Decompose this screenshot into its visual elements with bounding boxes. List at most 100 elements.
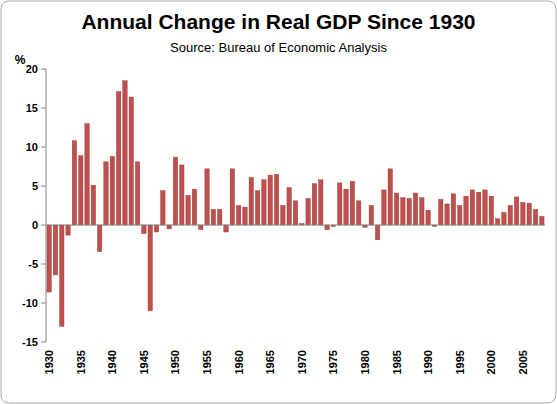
bar (319, 180, 323, 225)
bar (514, 197, 518, 225)
bar (224, 225, 228, 232)
x-tick-label: 1995 (454, 350, 466, 374)
y-tick (41, 186, 46, 187)
y-tick (41, 342, 46, 343)
bar (135, 162, 139, 225)
bar (243, 207, 247, 225)
bar (148, 225, 152, 311)
x-tick-label: 1945 (138, 350, 150, 374)
x-tick-label: 1965 (264, 350, 276, 374)
bar (369, 206, 373, 226)
bar (312, 184, 316, 225)
chart-border (1, 1, 556, 403)
bar (205, 169, 209, 225)
bar (180, 165, 184, 225)
bar (502, 213, 506, 225)
bar (413, 193, 417, 225)
bar (287, 188, 291, 225)
x-tick-label: 1950 (169, 350, 181, 374)
bar (53, 225, 57, 275)
title: Annual Change in Real GDP Since 1930 (81, 10, 475, 33)
bar (508, 206, 512, 226)
bar (350, 181, 354, 225)
bar (173, 157, 177, 225)
bar (495, 219, 499, 225)
bar (388, 169, 392, 225)
bar (123, 81, 127, 225)
y-tick (41, 264, 46, 265)
bar (464, 196, 468, 225)
bar (236, 206, 240, 226)
bar (407, 198, 411, 225)
bar (445, 204, 449, 225)
bar (382, 190, 386, 225)
bar (79, 156, 83, 225)
bar (129, 97, 133, 225)
y-tick (41, 303, 46, 304)
y-tick (41, 147, 46, 148)
y-tick-label: -5 (28, 258, 38, 270)
y-tick-label: 0 (32, 219, 38, 231)
chart: Annual Change in Real GDP Since 1930 Sour… (0, 0, 557, 404)
bar (161, 191, 165, 225)
bar (306, 198, 310, 225)
y-axis-line (46, 69, 47, 342)
bar (91, 185, 95, 225)
bar (470, 190, 474, 225)
y-tick (41, 108, 46, 109)
bar (521, 202, 525, 225)
x-tick-label: 2005 (517, 350, 529, 374)
y-tick (41, 225, 46, 226)
bar (527, 203, 531, 225)
bar (401, 198, 405, 225)
y-axis-label: % (15, 53, 26, 67)
x-tick-label: 1970 (296, 350, 308, 374)
bar (116, 92, 120, 225)
bar (476, 192, 480, 225)
x-axis-line (46, 225, 545, 226)
bar (489, 196, 493, 225)
bar (375, 225, 379, 240)
bar (255, 191, 259, 225)
bar (394, 193, 398, 225)
bar (167, 225, 171, 229)
subtitle: Source: Bureau of Economic Analysis (170, 40, 387, 55)
bar (356, 201, 360, 225)
bar (325, 225, 329, 230)
y-tick-label: -10 (22, 297, 38, 309)
bar (110, 156, 114, 225)
bar (199, 225, 203, 230)
x-tick-label: 1980 (359, 350, 371, 374)
bar (104, 162, 108, 225)
x-tick-label: 2000 (485, 350, 497, 374)
bar (268, 175, 272, 225)
bar (281, 206, 285, 226)
bar (426, 210, 430, 225)
x-tick-label: 1935 (75, 350, 87, 374)
bar (211, 209, 215, 225)
y-tick (41, 69, 46, 70)
bar (154, 225, 158, 232)
x-tick-label: 1955 (201, 350, 213, 374)
y-tick-label: 20 (26, 63, 38, 75)
bar (97, 225, 101, 252)
bar (533, 209, 537, 225)
x-tick-label: 1985 (391, 350, 403, 374)
bar (230, 169, 234, 225)
bar (72, 141, 76, 225)
bar (66, 225, 70, 235)
bar (47, 225, 51, 292)
bar (217, 209, 221, 225)
y-tick-label: 15 (26, 102, 38, 114)
y-tick-label: -15 (22, 336, 38, 348)
bar (420, 198, 424, 225)
bar (262, 180, 266, 225)
bar (85, 124, 89, 225)
bar (338, 183, 342, 225)
bar (439, 199, 443, 225)
bar (451, 194, 455, 225)
bar (142, 225, 146, 234)
bars (47, 81, 544, 327)
bar (293, 201, 297, 225)
y-tick-label: 5 (32, 180, 38, 192)
